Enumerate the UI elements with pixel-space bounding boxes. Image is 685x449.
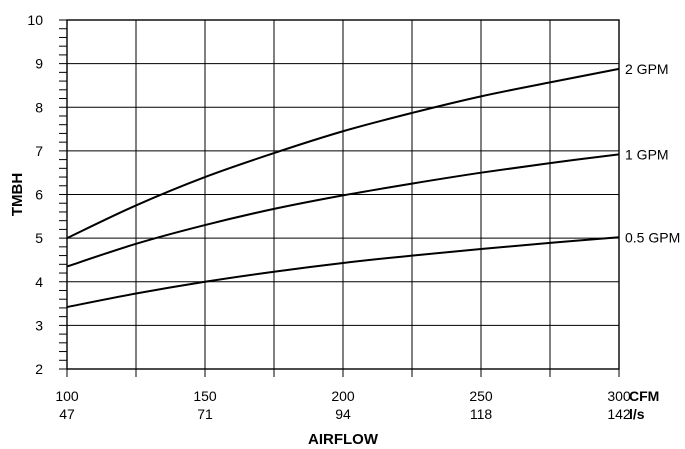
series-line-0 bbox=[66, 67, 620, 240]
y-axis-ticks: 2 3 4 5 6 7 8 9 10 bbox=[27, 12, 67, 377]
x-tick-label: 200 bbox=[331, 388, 355, 404]
x-tick-secondary-label: 71 bbox=[197, 406, 213, 422]
y-tick-label: 4 bbox=[35, 274, 43, 290]
grid bbox=[67, 20, 619, 369]
y-tick-label: 6 bbox=[35, 187, 43, 203]
y-tick-label: 2 bbox=[35, 361, 43, 377]
y-tick-label: 3 bbox=[35, 317, 43, 333]
x-tick-label: 250 bbox=[469, 388, 493, 404]
y-tick-label: 5 bbox=[35, 230, 43, 246]
series-label-0: 2 GPM bbox=[625, 61, 669, 77]
y-tick-label: 7 bbox=[35, 143, 43, 159]
x-tick-label: 300 bbox=[607, 388, 631, 404]
series-label-2: 0.5 GPM bbox=[625, 229, 680, 245]
x-unit-secondary: l/s bbox=[629, 406, 645, 422]
y-tick-label: 9 bbox=[35, 56, 43, 72]
x-tick-secondary-label: 142 bbox=[607, 406, 631, 422]
x-unit-primary: CFM bbox=[629, 388, 659, 404]
y-tick-label: 10 bbox=[27, 12, 43, 28]
x-axis-ticks: 100 47 150 71 200 94 250 118 300 142 bbox=[55, 369, 631, 422]
x-tick-label: 150 bbox=[193, 388, 217, 404]
series-label-1: 1 GPM bbox=[625, 146, 669, 162]
series-line-1 bbox=[66, 153, 620, 268]
series-line-2 bbox=[66, 236, 620, 309]
series-labels: 2 GPM 1 GPM 0.5 GPM bbox=[625, 61, 680, 245]
series-lines bbox=[66, 67, 620, 309]
y-tick-label: 8 bbox=[35, 99, 43, 115]
x-tick-label: 100 bbox=[55, 388, 79, 404]
x-tick-secondary-label: 94 bbox=[335, 406, 351, 422]
x-axis-title: AIRFLOW bbox=[308, 431, 379, 448]
x-tick-secondary-label: 47 bbox=[59, 406, 75, 422]
y-axis-title: TMBH bbox=[9, 173, 26, 216]
x-tick-secondary-label: 118 bbox=[470, 406, 493, 422]
